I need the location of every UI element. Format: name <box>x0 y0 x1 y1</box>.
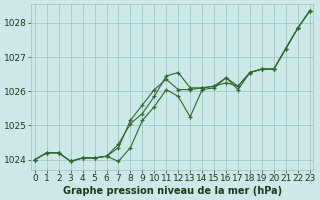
X-axis label: Graphe pression niveau de la mer (hPa): Graphe pression niveau de la mer (hPa) <box>63 186 282 196</box>
